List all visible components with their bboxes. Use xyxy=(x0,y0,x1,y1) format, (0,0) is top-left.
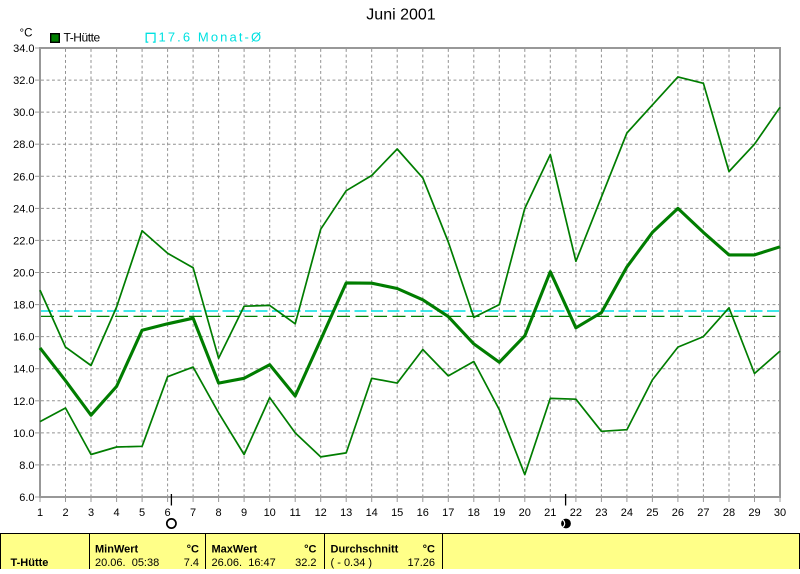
svg-text:16.0: 16.0 xyxy=(13,332,34,344)
svg-text:12.0: 12.0 xyxy=(13,396,34,408)
svg-text:2: 2 xyxy=(62,507,68,519)
svg-text:3: 3 xyxy=(88,507,94,519)
svg-text:14.0: 14.0 xyxy=(13,364,34,376)
svg-text:30: 30 xyxy=(774,507,786,519)
svg-text:20.06. 05:38: 20.06. 05:38 xyxy=(95,557,159,569)
svg-text:28: 28 xyxy=(723,507,735,519)
svg-text:32.2: 32.2 xyxy=(295,557,316,569)
svg-text:26.06. 16:47: 26.06. 16:47 xyxy=(212,557,276,569)
svg-text:8: 8 xyxy=(216,507,222,519)
svg-text:26: 26 xyxy=(672,507,684,519)
svg-text:Durchschnitt: Durchschnitt xyxy=(331,543,399,555)
svg-text:T-Hütte: T-Hütte xyxy=(64,31,101,45)
svg-text:°C: °C xyxy=(20,28,33,40)
svg-text:22.0: 22.0 xyxy=(13,235,34,247)
svg-text:20.0: 20.0 xyxy=(13,268,34,280)
svg-text:Juni 2001: Juni 2001 xyxy=(366,7,435,24)
svg-text:10: 10 xyxy=(264,507,276,519)
svg-text:24: 24 xyxy=(621,507,633,519)
svg-text:6: 6 xyxy=(165,507,171,519)
svg-text:°C: °C xyxy=(304,543,316,555)
svg-text:MinWert: MinWert xyxy=(95,543,139,555)
svg-text:16: 16 xyxy=(417,507,429,519)
svg-text:25: 25 xyxy=(646,507,658,519)
svg-text:23: 23 xyxy=(595,507,607,519)
svg-text:17.6 Monat-Ø: 17.6 Monat-Ø xyxy=(159,30,264,45)
svg-text:8.0: 8.0 xyxy=(19,460,34,472)
svg-text:18.0: 18.0 xyxy=(13,300,34,312)
svg-text:20: 20 xyxy=(519,507,531,519)
svg-text:°C: °C xyxy=(187,543,199,555)
svg-text:13: 13 xyxy=(340,507,352,519)
svg-text:30.0: 30.0 xyxy=(13,107,34,119)
svg-text:5: 5 xyxy=(139,507,145,519)
svg-text:21: 21 xyxy=(544,507,556,519)
svg-text:11: 11 xyxy=(289,507,300,519)
svg-text:29: 29 xyxy=(748,507,760,519)
svg-text:10.0: 10.0 xyxy=(13,428,34,440)
svg-text:4: 4 xyxy=(114,507,120,519)
svg-text:17: 17 xyxy=(442,507,454,519)
svg-text:22: 22 xyxy=(570,507,582,519)
svg-text:7.4: 7.4 xyxy=(184,557,199,569)
svg-text:( - 0.34 ): ( - 0.34 ) xyxy=(331,557,373,569)
svg-text:9: 9 xyxy=(241,507,247,519)
svg-text:1: 1 xyxy=(37,507,43,519)
svg-text:17.26: 17.26 xyxy=(407,557,435,569)
svg-text:19: 19 xyxy=(493,507,505,519)
svg-text:28.0: 28.0 xyxy=(13,139,34,151)
svg-text:12: 12 xyxy=(315,507,327,519)
svg-text:14: 14 xyxy=(366,507,378,519)
svg-text:6.0: 6.0 xyxy=(19,492,34,504)
svg-text:27: 27 xyxy=(697,507,709,519)
svg-text:°C: °C xyxy=(423,543,435,555)
svg-text:26.0: 26.0 xyxy=(13,171,34,183)
svg-text:18: 18 xyxy=(468,507,480,519)
svg-text:T-Hütte: T-Hütte xyxy=(11,557,49,569)
svg-text:MaxWert: MaxWert xyxy=(212,543,258,555)
svg-text:34.0: 34.0 xyxy=(13,43,34,55)
svg-text:7: 7 xyxy=(190,507,196,519)
svg-text:32.0: 32.0 xyxy=(13,75,34,87)
svg-text:15: 15 xyxy=(391,507,403,519)
svg-text:24.0: 24.0 xyxy=(13,203,34,215)
